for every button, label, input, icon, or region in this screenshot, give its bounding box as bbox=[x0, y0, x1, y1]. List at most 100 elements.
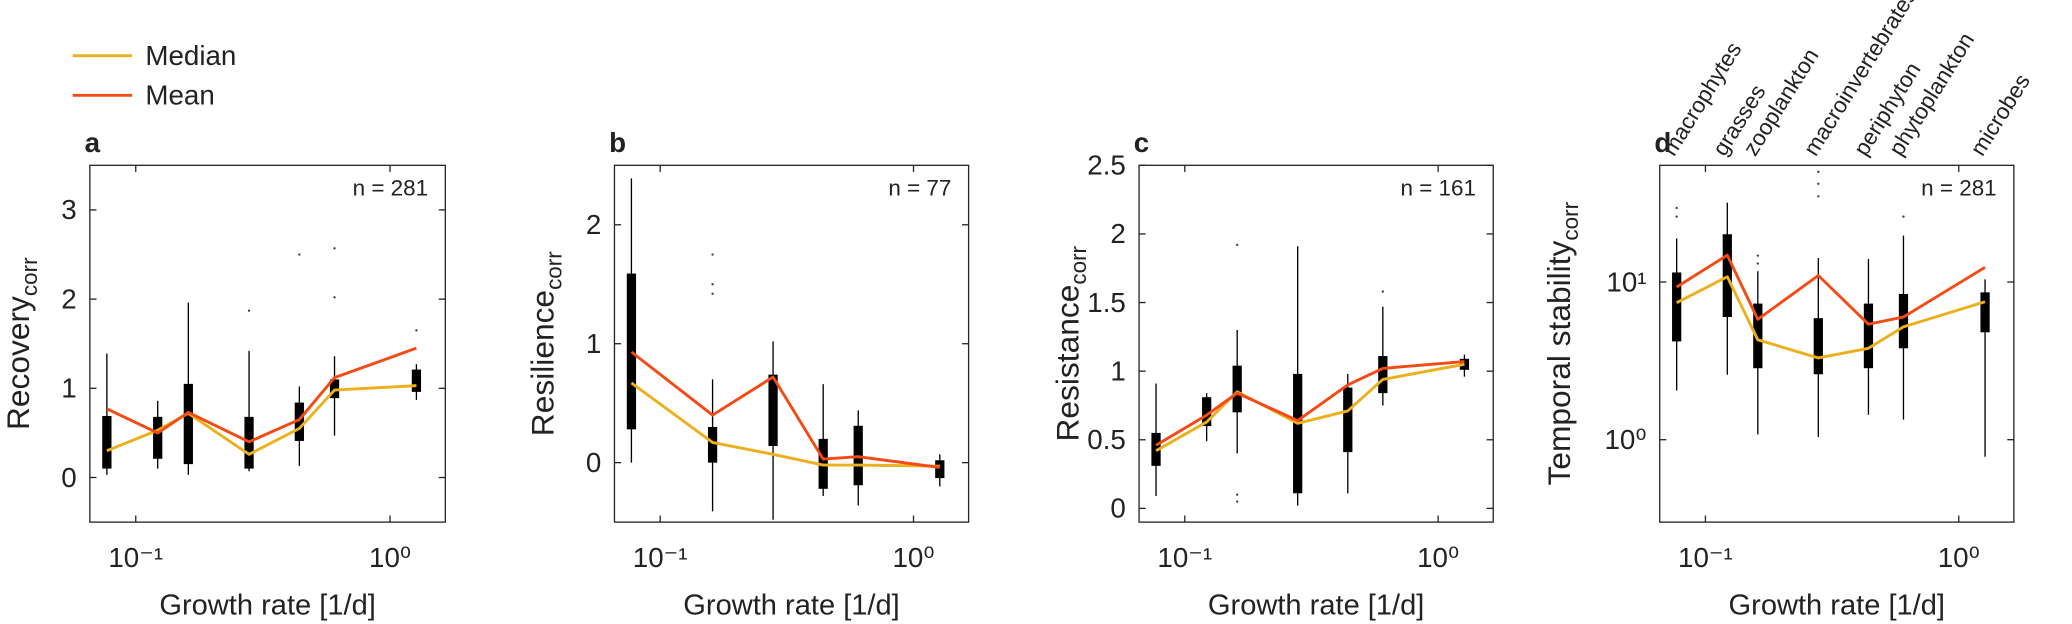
x-tick-label: 10⁻¹ bbox=[1678, 542, 1733, 573]
outlier bbox=[247, 309, 251, 312]
x-tick-label: 10⁰ bbox=[1417, 542, 1459, 573]
box bbox=[102, 415, 112, 469]
y-tick-label: 2.5 bbox=[1087, 150, 1126, 181]
y-tick-label: 1 bbox=[61, 373, 76, 404]
box bbox=[1459, 358, 1470, 370]
box bbox=[1863, 303, 1874, 369]
y-tick-label: 0 bbox=[61, 462, 76, 493]
box bbox=[1202, 397, 1212, 427]
series-line bbox=[630, 350, 940, 469]
y-tick-label: 2 bbox=[586, 209, 601, 240]
box bbox=[768, 374, 778, 446]
outlier bbox=[711, 283, 714, 286]
box bbox=[294, 402, 304, 441]
x-tick-label: 10⁰ bbox=[1938, 542, 1980, 573]
y-tick-label: 1 bbox=[586, 328, 601, 359]
outlier bbox=[1817, 170, 1820, 174]
outlier bbox=[1675, 215, 1678, 218]
box bbox=[1813, 318, 1823, 375]
panel-label: c bbox=[1134, 127, 1149, 158]
outlier bbox=[1756, 262, 1760, 265]
series-line bbox=[1155, 360, 1465, 447]
annotation: n = 281 bbox=[1921, 176, 1997, 201]
axes-frame bbox=[613, 164, 970, 523]
box bbox=[183, 383, 193, 465]
outlier bbox=[711, 292, 714, 295]
y-axis-label: Temporal stabilitycorr bbox=[1541, 201, 1583, 485]
outlier bbox=[1381, 290, 1385, 293]
outlier bbox=[333, 247, 336, 250]
y-tick-label: 2 bbox=[61, 283, 76, 314]
panel-label: d bbox=[1654, 127, 1671, 158]
box bbox=[1343, 387, 1353, 453]
box bbox=[1378, 356, 1388, 394]
outlier bbox=[1675, 206, 1678, 210]
x-tick-label: 10⁰ bbox=[369, 542, 411, 573]
y-axis-label-sub: corr bbox=[1558, 201, 1583, 240]
y-axis-label-sub: corr bbox=[542, 251, 567, 290]
x-axis-label: Growth rate [1/d] bbox=[1208, 590, 1424, 622]
outlier bbox=[1817, 182, 1820, 185]
outlier bbox=[1902, 215, 1905, 218]
y-axis-label-main: Recovery bbox=[0, 296, 36, 430]
y-tick-label: 0 bbox=[1110, 493, 1125, 524]
outlier bbox=[1235, 493, 1239, 496]
axes-frame bbox=[1659, 164, 2015, 523]
outlier bbox=[1817, 195, 1820, 198]
y-axis-label-main: Resilience bbox=[525, 290, 561, 436]
series-line bbox=[630, 381, 940, 468]
box bbox=[935, 460, 945, 479]
series-line bbox=[1676, 275, 1986, 360]
outlier bbox=[333, 296, 336, 299]
annotation: n = 161 bbox=[1400, 176, 1476, 201]
y-tick-label: 0.5 bbox=[1087, 424, 1126, 455]
series-line bbox=[1155, 362, 1465, 453]
y-axis-label-sub: corr bbox=[1066, 245, 1091, 284]
outlier bbox=[1235, 243, 1239, 247]
y-tick-label: 10⁰ bbox=[1605, 424, 1647, 455]
x-tick-label: 10⁻¹ bbox=[633, 542, 688, 573]
box bbox=[1980, 292, 1990, 333]
box bbox=[1293, 373, 1303, 494]
box bbox=[1232, 365, 1242, 413]
y-tick-label: 3 bbox=[61, 194, 76, 225]
box bbox=[153, 416, 163, 459]
outlier bbox=[298, 253, 301, 256]
axes-frame bbox=[89, 164, 446, 523]
annotation: n = 77 bbox=[888, 176, 951, 201]
x-tick-label: 10⁻¹ bbox=[108, 542, 163, 573]
panel-label: a bbox=[85, 127, 101, 158]
outlier bbox=[415, 329, 418, 332]
y-tick-label: 2 bbox=[1110, 218, 1125, 249]
annotation: n = 281 bbox=[353, 176, 429, 201]
series-line bbox=[106, 346, 417, 444]
y-tick-label: 1.5 bbox=[1087, 287, 1126, 318]
y-axis-label: Resiliencecorr bbox=[525, 251, 567, 436]
y-axis-label: Resistancecorr bbox=[1049, 245, 1091, 441]
y-axis-label: Recoverycorr bbox=[0, 257, 42, 430]
box bbox=[1672, 272, 1682, 342]
box bbox=[1898, 293, 1909, 349]
outlier bbox=[711, 253, 714, 256]
y-axis-label-main: Resistance bbox=[1049, 285, 1085, 442]
y-axis-label-sub: corr bbox=[17, 257, 42, 296]
taxon-label: microbes bbox=[1965, 70, 2034, 160]
box bbox=[1753, 303, 1763, 369]
y-tick-label: 0 bbox=[586, 447, 601, 478]
x-tick-label: 10⁻¹ bbox=[1157, 542, 1212, 573]
outlier bbox=[1756, 254, 1760, 257]
x-axis-label: Growth rate [1/d] bbox=[159, 590, 375, 622]
series-line bbox=[106, 384, 417, 456]
box bbox=[626, 273, 637, 430]
axes-frame bbox=[1138, 164, 1494, 523]
x-axis-label: Growth rate [1/d] bbox=[683, 590, 899, 622]
x-tick-label: 10⁰ bbox=[893, 542, 935, 573]
panel-label: b bbox=[609, 127, 626, 158]
outlier bbox=[1235, 500, 1239, 503]
box bbox=[707, 426, 718, 463]
y-axis-label-main: Temporal stability bbox=[1541, 240, 1577, 485]
box bbox=[411, 369, 422, 392]
series-line bbox=[1675, 253, 1986, 326]
